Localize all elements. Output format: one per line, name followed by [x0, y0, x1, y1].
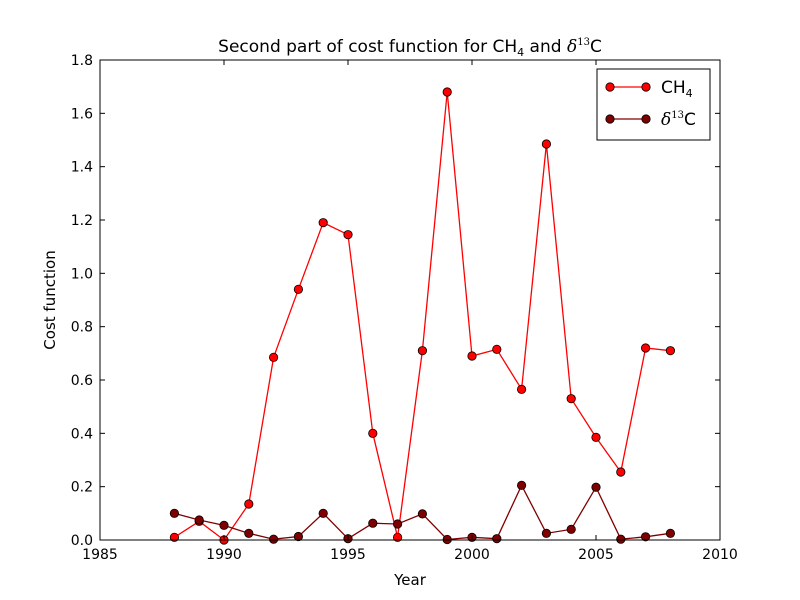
series-0-point [591, 432, 601, 442]
title-superscript: 13 [577, 37, 590, 48]
series-1-point [318, 508, 328, 518]
legend-ch4-sub: 4 [686, 87, 693, 100]
series-1-point [442, 534, 452, 545]
series-0-point [616, 467, 626, 477]
series-1-point [591, 482, 601, 492]
series-1-point [219, 520, 229, 530]
title-delta: δ [567, 37, 577, 57]
y-tick-label: 1.4 [71, 160, 93, 176]
series-0-point [516, 384, 527, 394]
x-tick-label: 2010 [702, 547, 738, 563]
axes-frame [99, 59, 721, 541]
title-subscript: 4 [517, 46, 524, 59]
series-1-point [368, 518, 378, 528]
series-0-point [244, 499, 254, 509]
legend-frame [596, 68, 711, 141]
series-0-point [392, 532, 403, 542]
legend-marker-d13c-end [641, 114, 651, 124]
legend-marker-ch4 [605, 82, 615, 92]
series-1-point [492, 534, 502, 544]
series-0-point [467, 351, 477, 361]
series-1-point [417, 509, 427, 519]
title-lead: Second part of cost function for CH [218, 37, 517, 57]
y-tick-label: 0.4 [71, 426, 93, 442]
series-1-point [566, 524, 576, 534]
x-tick-label: 1995 [330, 547, 366, 563]
series-1-point [268, 534, 279, 544]
series-0-point [566, 394, 576, 404]
series-0-point [318, 218, 328, 228]
series-1-point [244, 528, 254, 538]
axis-ticks: 1985 1990 1995 2000 2005 2010 0.0 0.2 0.4 0.6 0.8 1… [71, 53, 738, 563]
chart-title: Second part of cost function for CH4 and… [218, 37, 602, 59]
y-tick-label: 0.8 [71, 320, 93, 336]
series-1-point [169, 508, 179, 518]
series-0-point [169, 532, 179, 542]
legend: CH4 δ13C [596, 68, 711, 141]
series-1-point [293, 531, 303, 542]
legend-d13c-base: C [684, 110, 696, 130]
series-0-point [417, 346, 427, 356]
y-tick-label: 0.2 [71, 480, 93, 496]
y-tick-label: 1.2 [71, 213, 93, 229]
legend-label-d13c: δ13C [661, 110, 696, 130]
series-0-point [268, 352, 279, 362]
series-1-point [616, 534, 626, 544]
series-0-point [343, 230, 353, 240]
series-0-point [442, 87, 452, 97]
legend-ch4-base: CH [661, 78, 686, 98]
x-tick-label: 1990 [206, 547, 242, 563]
series-1-point [516, 480, 527, 490]
series-0-point [293, 284, 303, 294]
series-0-point [640, 343, 651, 353]
x-tick-label: 1985 [82, 547, 118, 563]
legend-marker-ch4-end [641, 82, 651, 92]
series-0-point [492, 344, 502, 354]
legend-label-ch4: CH4 [661, 78, 693, 100]
x-tick-label: 2005 [578, 547, 614, 563]
legend-d13c-sup: 13 [671, 110, 684, 121]
title-tail: C [590, 37, 602, 57]
y-tick-label: 1.6 [71, 106, 93, 122]
y-tick-label: 1.0 [71, 266, 93, 282]
y-axis-label: Cost function [41, 250, 59, 349]
plot-area [169, 87, 676, 545]
x-axis-label: Year [393, 571, 427, 589]
legend-marker-d13c [605, 114, 615, 124]
series-0-point [368, 428, 378, 438]
series-1-point [392, 519, 403, 529]
title-mid: and [524, 37, 567, 57]
y-tick-label: 1.8 [71, 53, 93, 69]
series-1-point [194, 515, 204, 525]
series-1-point [541, 528, 552, 538]
legend-d13c-delta: δ [661, 110, 671, 130]
y-tick-label: 0.0 [71, 533, 93, 549]
y-tick-label: 0.6 [71, 373, 93, 389]
series-1-point [640, 532, 651, 542]
series-0-point [665, 346, 676, 356]
x-tick-label: 2000 [454, 547, 490, 563]
series-0-point [541, 139, 552, 149]
series-1-point [665, 528, 676, 538]
